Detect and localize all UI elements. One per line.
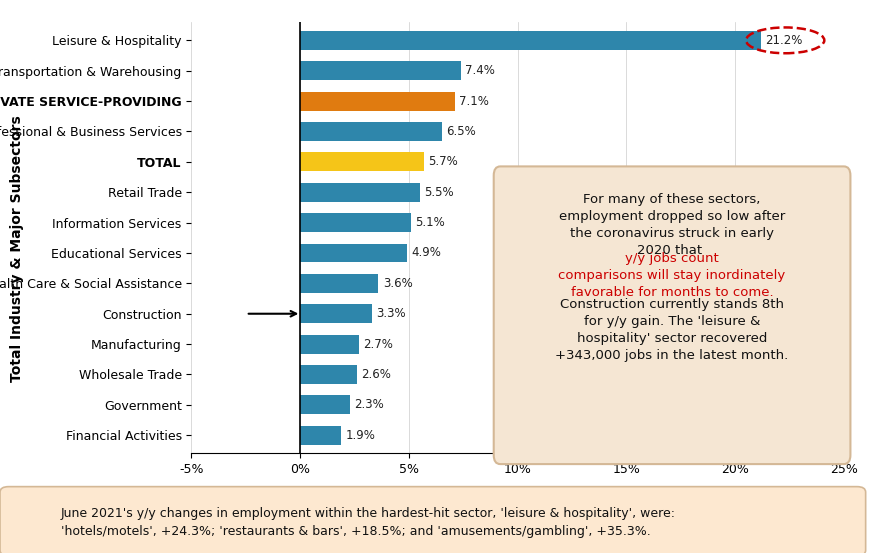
Text: 7.1%: 7.1%: [459, 95, 488, 108]
Bar: [300, 61, 461, 80]
Bar: [300, 274, 378, 293]
Text: 5.1%: 5.1%: [415, 216, 445, 229]
Text: y/y jobs count
comparisons will stay inordinately
favorable for months to come.: y/y jobs count comparisons will stay ino…: [558, 252, 785, 299]
Text: 2.7%: 2.7%: [363, 337, 393, 351]
Text: 4.9%: 4.9%: [411, 247, 441, 259]
Bar: [300, 31, 760, 50]
Bar: [300, 213, 411, 232]
Bar: [300, 153, 424, 171]
Text: Total Industry & Major Subsectors: Total Industry & Major Subsectors: [10, 116, 24, 382]
X-axis label: Y/Y % Change in Number of Jobs: Y/Y % Change in Number of Jobs: [379, 487, 655, 502]
Text: 2.6%: 2.6%: [361, 368, 390, 381]
Text: For many of these sectors,
employment dropped so low after
the coronavirus struc: For many of these sectors, employment dr…: [558, 192, 785, 257]
FancyBboxPatch shape: [494, 166, 850, 464]
Bar: [300, 92, 454, 111]
Bar: [300, 304, 372, 323]
Text: 21.2%: 21.2%: [765, 34, 802, 47]
Text: 5.5%: 5.5%: [424, 186, 454, 199]
Bar: [300, 395, 349, 414]
Text: 'hotels/motels', +24.3%; 'restaurants & bars', +18.5%; and 'amusements/gambling': 'hotels/motels', +24.3%; 'restaurants & …: [61, 525, 650, 539]
Text: 6.5%: 6.5%: [446, 125, 475, 138]
Text: 7.4%: 7.4%: [465, 64, 494, 77]
Bar: [300, 335, 359, 353]
Bar: [300, 243, 407, 262]
Text: Construction currently stands 8th
for y/y gain. The 'leisure &
hospitality' sect: Construction currently stands 8th for y/…: [554, 298, 788, 362]
Bar: [300, 122, 441, 141]
Text: June 2021's y/y changes in employment within the hardest-hit sector, 'leisure & : June 2021's y/y changes in employment wi…: [61, 507, 675, 520]
Text: 1.9%: 1.9%: [346, 429, 375, 442]
Text: 3.3%: 3.3%: [376, 307, 406, 320]
Text: 5.7%: 5.7%: [428, 155, 458, 168]
Bar: [300, 365, 356, 384]
Text: 3.6%: 3.6%: [382, 277, 412, 290]
Bar: [300, 183, 420, 202]
Bar: [300, 426, 341, 445]
Text: 2.3%: 2.3%: [355, 398, 384, 411]
